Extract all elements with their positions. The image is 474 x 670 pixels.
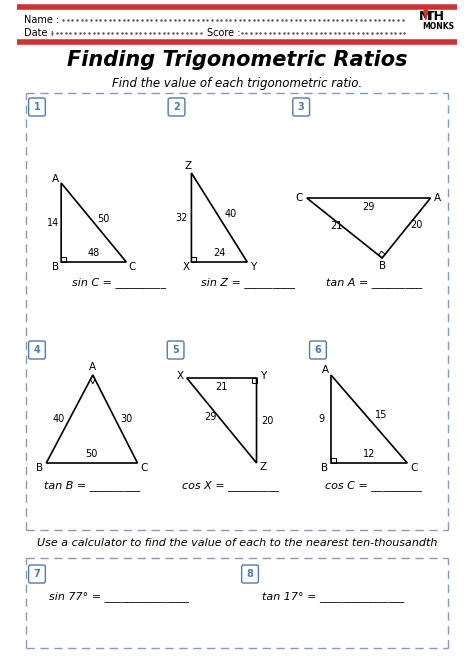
- Text: 40: 40: [224, 208, 237, 218]
- Text: 40: 40: [52, 414, 64, 424]
- Text: 14: 14: [46, 218, 59, 228]
- Text: A: A: [89, 362, 96, 372]
- Text: C: C: [140, 463, 148, 473]
- Text: 20: 20: [410, 220, 423, 230]
- Text: B: B: [321, 463, 328, 473]
- Text: cos C = _________: cos C = _________: [325, 480, 422, 492]
- Text: 4: 4: [34, 345, 40, 355]
- Text: C: C: [128, 262, 136, 272]
- FancyBboxPatch shape: [168, 98, 185, 116]
- Text: cos X = _________: cos X = _________: [182, 480, 279, 492]
- Text: A: A: [433, 193, 440, 203]
- Text: sin 77° = _______________: sin 77° = _______________: [49, 592, 189, 602]
- Text: 32: 32: [175, 212, 187, 222]
- Text: Score :: Score :: [207, 28, 241, 38]
- Text: 29: 29: [363, 202, 375, 212]
- FancyBboxPatch shape: [242, 565, 258, 583]
- Text: Date :: Date :: [24, 28, 54, 38]
- Text: 24: 24: [213, 248, 226, 258]
- Text: A: A: [322, 365, 329, 375]
- Text: sin Z = _________: sin Z = _________: [201, 277, 295, 289]
- Text: 15: 15: [375, 410, 387, 420]
- Text: 21: 21: [216, 382, 228, 392]
- Text: Finding Trigonometric Ratios: Finding Trigonometric Ratios: [67, 50, 407, 70]
- Text: 12: 12: [363, 449, 375, 459]
- Text: 6: 6: [315, 345, 321, 355]
- Polygon shape: [424, 10, 428, 20]
- Text: X: X: [177, 371, 184, 381]
- Text: 50: 50: [97, 214, 109, 224]
- Text: 5: 5: [172, 345, 179, 355]
- Text: X: X: [182, 262, 190, 272]
- Text: Y: Y: [250, 262, 256, 272]
- Text: 7: 7: [34, 569, 40, 579]
- Text: tan B = _________: tan B = _________: [45, 480, 141, 492]
- FancyBboxPatch shape: [310, 341, 326, 359]
- Text: 29: 29: [204, 413, 217, 423]
- Text: Use a calculator to find the value of each to the nearest ten-thousandth: Use a calculator to find the value of ea…: [37, 538, 437, 548]
- FancyBboxPatch shape: [28, 98, 46, 116]
- Text: Z: Z: [184, 161, 191, 171]
- Text: Name :: Name :: [24, 15, 59, 25]
- Text: B: B: [379, 261, 386, 271]
- Text: A: A: [52, 174, 59, 184]
- Text: 50: 50: [86, 449, 98, 459]
- Text: Find the value of each trigonometric ratio.: Find the value of each trigonometric rat…: [112, 76, 362, 90]
- FancyBboxPatch shape: [28, 565, 46, 583]
- Text: 30: 30: [120, 414, 132, 424]
- Text: 8: 8: [246, 569, 254, 579]
- Text: 20: 20: [262, 415, 274, 425]
- Text: 3: 3: [298, 102, 305, 112]
- Text: Z: Z: [259, 462, 266, 472]
- Text: B: B: [52, 262, 59, 272]
- FancyBboxPatch shape: [293, 98, 310, 116]
- Text: TH: TH: [426, 9, 445, 23]
- Text: Y: Y: [260, 371, 266, 381]
- Text: 1: 1: [34, 102, 40, 112]
- FancyBboxPatch shape: [28, 341, 46, 359]
- Text: MONKS: MONKS: [422, 21, 454, 31]
- Text: B: B: [36, 463, 43, 473]
- Text: 9: 9: [319, 414, 325, 424]
- Text: 2: 2: [173, 102, 180, 112]
- FancyBboxPatch shape: [167, 341, 184, 359]
- Text: 21: 21: [330, 221, 342, 231]
- Text: C: C: [410, 463, 418, 473]
- Text: tan A = _________: tan A = _________: [326, 277, 423, 289]
- Text: M: M: [419, 9, 431, 23]
- Text: 48: 48: [88, 248, 100, 258]
- Text: C: C: [296, 193, 303, 203]
- Text: sin C = _________: sin C = _________: [73, 277, 166, 289]
- Text: tan 17° = _______________: tan 17° = _______________: [262, 592, 404, 602]
